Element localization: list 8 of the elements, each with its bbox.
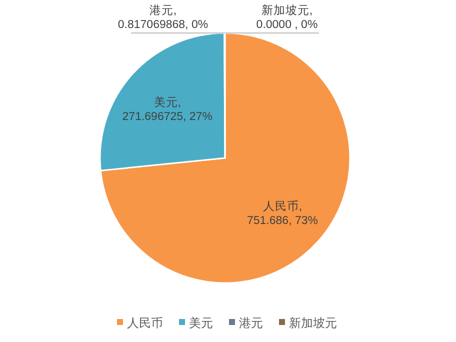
text: 新加坡元, 0.0000 , 0% — [256, 5, 318, 31]
legend-label: 新加坡元 — [289, 316, 337, 330]
legend-label: 美元 — [189, 316, 213, 330]
data-label: 美元, 271.696725, 27% — [122, 95, 212, 124]
legend-label: 人民币 — [127, 316, 163, 330]
data-label: 人民币, 751.686, 73% — [247, 198, 318, 227]
legend-label: 港元 — [239, 316, 263, 330]
data-label: 港元, 0.817069868, 0% — [118, 4, 208, 31]
